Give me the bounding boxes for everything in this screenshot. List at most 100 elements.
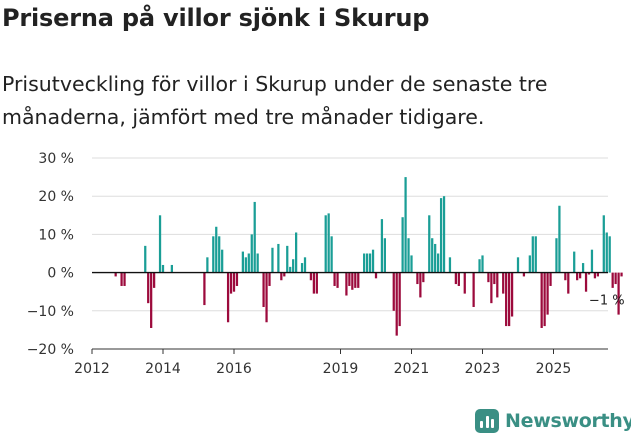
bar-series [114, 177, 623, 336]
x-axis-ticks: 2012 2014 2016 2019 2021 2023 2025 [74, 349, 571, 377]
bar [345, 272, 348, 296]
bar [534, 236, 537, 273]
bar [510, 272, 514, 317]
bar [404, 177, 407, 273]
bar [528, 255, 531, 273]
bar [564, 272, 567, 281]
bar [392, 272, 395, 311]
bar [215, 226, 218, 273]
bar [581, 263, 585, 273]
chart-title: Priserna på villor sjönk i Skurup [2, 4, 430, 32]
bar [558, 205, 561, 273]
bar [579, 272, 582, 279]
y-tick-label: 30 % [38, 151, 74, 167]
bar [241, 251, 244, 273]
bar [218, 236, 221, 273]
bar [383, 238, 386, 273]
bar [312, 272, 315, 294]
bar [395, 272, 398, 336]
bar [206, 257, 209, 273]
bar [620, 272, 623, 277]
bar [611, 272, 614, 288]
bar [368, 253, 372, 273]
bar [531, 236, 534, 273]
bar [357, 272, 360, 288]
bar [336, 272, 339, 288]
bar [463, 272, 466, 294]
bar [374, 272, 378, 279]
bar [265, 272, 268, 323]
x-tick-label: 2016 [216, 361, 252, 377]
bar [478, 259, 481, 273]
bar [303, 257, 307, 273]
x-tick-label: 2019 [323, 361, 359, 377]
bar [457, 272, 460, 286]
bar [487, 272, 490, 283]
bar [226, 272, 230, 323]
bar [262, 272, 265, 307]
bar [295, 232, 298, 273]
bar [437, 253, 440, 273]
bar [555, 238, 558, 273]
bar [153, 272, 156, 288]
bar [401, 217, 404, 273]
bar [150, 272, 153, 328]
y-axis-ticks: −20 % −10 % 0 % 10 % 20 % 30 % [27, 151, 74, 358]
bar [283, 272, 286, 277]
x-tick-label: 2023 [465, 361, 501, 377]
bar [508, 272, 511, 327]
bar [576, 272, 579, 281]
bar [244, 257, 247, 273]
latest-value-annotation: −1 % [589, 293, 625, 308]
bar [549, 272, 552, 286]
y-tick-label: 20 % [38, 189, 74, 205]
bar [590, 249, 594, 273]
bar [516, 257, 520, 273]
bar [490, 272, 493, 304]
bar [212, 236, 215, 273]
bar [419, 272, 422, 298]
bar [309, 272, 313, 281]
bar [300, 263, 304, 273]
bar [546, 272, 549, 315]
bar [398, 272, 401, 327]
bar [573, 251, 576, 273]
bar [522, 272, 526, 277]
bar [221, 249, 224, 273]
bar [481, 255, 484, 273]
bar [363, 253, 366, 273]
y-tick-label: −10 % [27, 304, 74, 320]
x-tick-label: 2021 [394, 361, 430, 377]
y-tick-label: −20 % [27, 342, 74, 358]
bar [428, 215, 431, 273]
bar [617, 272, 620, 315]
bar [502, 272, 505, 294]
bar [605, 232, 608, 273]
bar [315, 272, 318, 294]
bar [256, 253, 259, 273]
bar [596, 272, 599, 277]
gridlines [92, 157, 608, 350]
bar [324, 215, 327, 273]
bar [602, 215, 605, 273]
bar [505, 272, 508, 327]
bar [114, 272, 117, 277]
bar [608, 236, 611, 273]
bar [410, 255, 413, 273]
bar [543, 272, 546, 327]
newsworthy-logo: Newsworthy [475, 407, 631, 435]
bar [120, 272, 123, 286]
bar [371, 249, 375, 273]
x-tick-label: 2025 [536, 361, 572, 377]
y-tick-label: 0 % [47, 266, 74, 282]
bar [247, 253, 250, 273]
bar [442, 196, 446, 273]
bar [593, 272, 597, 279]
bar [354, 272, 357, 288]
bar [493, 272, 496, 285]
bar [567, 272, 570, 294]
bar [144, 245, 147, 273]
bar [203, 272, 206, 306]
bar [289, 266, 292, 273]
